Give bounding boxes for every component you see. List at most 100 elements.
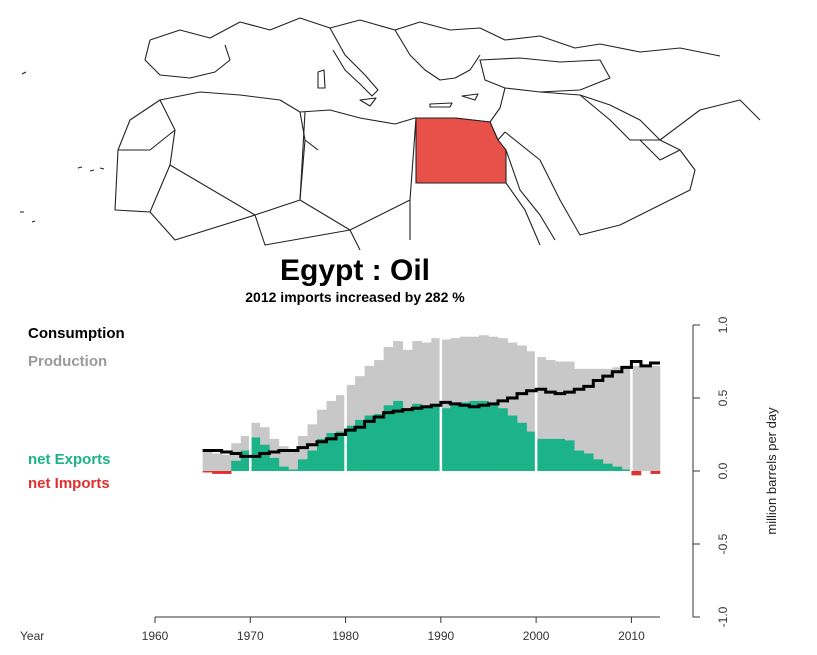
net-exports-bar: [621, 469, 632, 471]
net-exports-bar: [250, 437, 261, 471]
net-exports-bar: [555, 438, 566, 471]
y-axis-ticks: 1.0 0.5 0.0 -0.5 -1.0: [693, 316, 730, 627]
iberia-outline: [144, 39, 231, 79]
net-exports-bar: [593, 459, 604, 471]
net-exports-bar: [564, 440, 575, 471]
arabia-outline: [504, 91, 696, 236]
legend-net-imports: net Imports: [28, 475, 110, 492]
net-exports-bar: [231, 460, 242, 471]
net-imports-bar: [202, 471, 213, 473]
net-imports-bar: [650, 471, 661, 474]
red-sea-coast: [505, 149, 556, 241]
production-bar: [307, 424, 318, 471]
net-exports-bar: [450, 405, 461, 471]
net-exports-bar: [488, 403, 499, 471]
sardinia: [317, 69, 326, 89]
net-exports-bar: [459, 402, 470, 471]
legend-net-exports: net Exports: [28, 451, 111, 468]
mali-border: [149, 211, 256, 241]
net-exports-bar: [240, 450, 251, 471]
persian-gulf: [639, 139, 681, 161]
canary-islands: [77, 166, 105, 172]
production-bar: [212, 453, 222, 471]
x-tick-label: 1960: [142, 629, 169, 643]
morocco-border: [118, 99, 176, 151]
y-axis-label: million barrels per day: [764, 407, 779, 535]
net-exports-bar: [345, 425, 356, 471]
chart-subtitle: 2012 imports increased by 282 %: [245, 289, 465, 305]
production-bar: [536, 357, 546, 471]
net-exports-bar: [526, 431, 537, 471]
production-bar: [288, 449, 299, 471]
net-exports-bar: [498, 408, 508, 471]
net-exports-bar: [374, 414, 384, 471]
production-bar: [545, 360, 556, 471]
net-exports-bar: [259, 444, 270, 471]
net-exports-bar: [536, 438, 546, 471]
chart-title: Egypt : Oil: [280, 254, 430, 287]
production-bar: [269, 438, 280, 471]
net-imports-bar: [631, 471, 642, 476]
sicily: [359, 97, 377, 107]
production-bar: [297, 435, 308, 471]
x-tick-label: 1970: [237, 629, 264, 643]
y-tick-label: 1.0: [716, 316, 730, 333]
net-exports-bar: [602, 463, 613, 471]
net-exports-bar: [478, 400, 489, 471]
net-exports-bar: [288, 469, 299, 471]
egypt-highlight: [415, 117, 507, 184]
legend-production: Production: [28, 353, 107, 370]
net-exports-bar: [336, 431, 346, 471]
net-exports-bar: [393, 400, 404, 471]
production-bar: [621, 365, 632, 471]
x-tick-label: 2000: [523, 629, 550, 643]
madeira: [21, 71, 27, 75]
net-exports-bar: [297, 459, 308, 471]
production-bar: [231, 443, 242, 471]
net-exports-bar: [421, 406, 432, 471]
x-tick-label: 1980: [332, 629, 359, 643]
net-exports-bar: [574, 450, 585, 471]
production-bar: [202, 452, 213, 471]
x-axis-ticks: 1960 1970 1980 1990 2000 2010: [142, 617, 645, 643]
production-bar: [498, 338, 508, 471]
net-exports-bar: [326, 433, 337, 471]
production-bar: [555, 361, 566, 471]
net-exports-bar: [383, 405, 394, 471]
production-bar: [650, 365, 661, 471]
decade-divider-lines: [249, 332, 633, 471]
production-bar: [517, 345, 527, 471]
net-exports-bar: [583, 453, 594, 471]
balkans-outline: [394, 29, 481, 81]
niger-border: [254, 214, 351, 246]
y-tick-label: 0.0: [716, 462, 730, 479]
net-exports-bar: [307, 450, 318, 471]
production-bar: [612, 367, 623, 471]
net-exports-bar: [507, 415, 518, 471]
x-tick-label: 1990: [427, 629, 454, 643]
net-exports-bars: [231, 400, 632, 471]
region-map: [20, 17, 761, 250]
net-imports-bar: [212, 471, 222, 474]
x-tick-label: 2010: [618, 629, 645, 643]
production-bar: [221, 454, 232, 471]
production-bar: [526, 351, 537, 471]
production-bar: [631, 365, 642, 471]
production-bar: [602, 368, 613, 471]
production-bar: [440, 339, 451, 471]
net-exports-bar: [269, 457, 280, 471]
mauritania-border: [114, 149, 171, 213]
iraq-iran-border: [579, 94, 761, 141]
production-bar: [583, 368, 594, 471]
italy-outline: [329, 27, 379, 97]
legend-consumption: Consumption: [28, 325, 125, 342]
cape-verde: [20, 211, 36, 223]
net-exports-bar: [402, 411, 413, 471]
net-exports-bar: [412, 403, 423, 471]
production-bar: [593, 368, 604, 471]
production-bar: [574, 368, 585, 471]
cyprus: [461, 93, 479, 101]
chad-border: [349, 200, 411, 250]
production-bar: [564, 361, 575, 471]
